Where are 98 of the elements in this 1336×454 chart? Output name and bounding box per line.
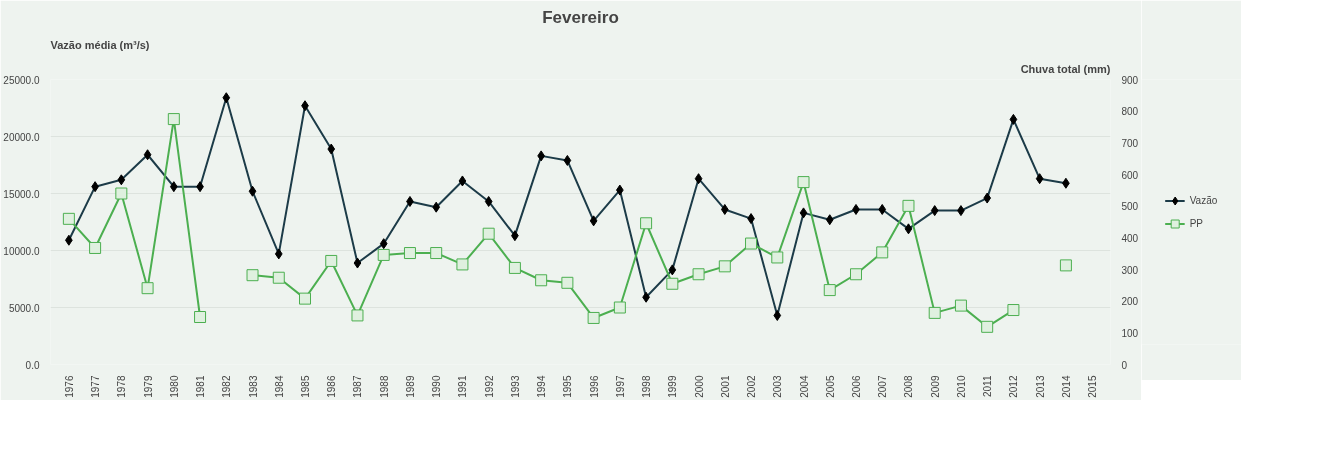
- point: [62, 212, 75, 225]
- point: [876, 246, 889, 259]
- point: [902, 199, 915, 212]
- point: [167, 113, 180, 126]
- x-tick-label: 2001: [719, 375, 731, 398]
- x-tick-label: 2009: [929, 375, 941, 398]
- x-tick-label: 1993: [509, 375, 521, 398]
- point: [561, 276, 574, 289]
- x-tick-label: 2002: [746, 375, 758, 398]
- point: [299, 292, 311, 305]
- point: [1007, 304, 1020, 317]
- legend-label: PP: [1189, 217, 1205, 229]
- point: [430, 247, 443, 260]
- legend-label: Vazão: [1189, 194, 1218, 206]
- point: [587, 311, 600, 324]
- x-tick-label: 2013: [1034, 375, 1046, 398]
- x-tick-label: 1983: [247, 375, 259, 398]
- point: [613, 301, 626, 314]
- x-tick-label: 1992: [483, 375, 495, 398]
- point: [508, 261, 521, 274]
- point: [850, 268, 862, 281]
- point: [823, 284, 836, 297]
- y2-tick-label: 500: [1121, 201, 1139, 213]
- y2-tick-label: 800: [1121, 106, 1139, 118]
- x-tick-label: 2004: [798, 375, 810, 398]
- x-tick-label: 1984: [273, 375, 285, 398]
- y2-tick-label: 600: [1121, 169, 1139, 181]
- x-tick-label: 2011: [982, 375, 994, 397]
- point: [981, 320, 994, 333]
- y2-tick-label: 100: [1121, 327, 1139, 339]
- x-tick-label: 1999: [667, 375, 679, 398]
- x-tick-label: 1996: [588, 375, 600, 398]
- y2-tick-label: 200: [1121, 296, 1139, 308]
- point: [1059, 259, 1072, 272]
- point: [745, 237, 758, 250]
- point: [797, 176, 810, 189]
- x-tick-label: 2010: [955, 375, 967, 398]
- point: [141, 282, 154, 295]
- point: [403, 247, 416, 260]
- chart-title: Fevereiro: [542, 7, 619, 27]
- point: [535, 274, 548, 287]
- point: [115, 187, 128, 200]
- point: [456, 258, 469, 271]
- x-tick-label: 1991: [457, 375, 469, 398]
- x-tick-label: 2000: [693, 375, 705, 398]
- point: [89, 241, 102, 254]
- x-tick-label: 1976: [63, 375, 75, 398]
- point: [771, 251, 784, 264]
- y2-tick-label: 900: [1121, 74, 1139, 86]
- x-tick-label: 2006: [851, 375, 862, 398]
- x-tick-label: 1998: [641, 375, 653, 398]
- point: [377, 248, 390, 261]
- y2-tick-label: 400: [1121, 232, 1139, 244]
- point: [640, 217, 653, 230]
- y-tick-label: 0.0: [25, 359, 40, 371]
- y2-axis-title: Chuva total (mm): [1020, 62, 1111, 75]
- x-tick-label: 2008: [903, 375, 915, 398]
- x-tick-label: 2005: [824, 375, 836, 398]
- x-tick-label: 1988: [378, 375, 390, 398]
- x-tick-label: 1994: [536, 375, 548, 398]
- x-tick-label: 2015: [1087, 375, 1099, 398]
- x-tick-label: 2007: [877, 375, 889, 398]
- point: [246, 269, 259, 282]
- y2-tick-label: 0: [1121, 359, 1128, 371]
- x-tick-label: 2014: [1060, 375, 1072, 398]
- x-tick-label: 1986: [326, 375, 338, 398]
- point: [718, 260, 731, 273]
- x-tick-label: 1989: [404, 375, 416, 398]
- x-tick-label: 1987: [352, 375, 364, 398]
- x-tick-label: 2003: [772, 375, 784, 398]
- point: [194, 311, 207, 323]
- x-tick-label: 1982: [221, 375, 233, 398]
- x-tick-label: 1990: [431, 375, 443, 398]
- x-tick-label: 1978: [116, 375, 128, 398]
- point: [272, 271, 285, 284]
- x-tick-label: 1997: [614, 375, 626, 398]
- point: [692, 268, 705, 281]
- x-tick-label: 1985: [300, 375, 312, 398]
- y-tick-label: 15000.0: [3, 188, 40, 200]
- point: [482, 227, 495, 240]
- y-axis-title: Vazão média (m³/s): [50, 38, 150, 51]
- y2-tick-label: 700: [1121, 137, 1139, 149]
- point: [325, 254, 338, 267]
- y-tick-label: 20000.0: [3, 131, 40, 143]
- point: [954, 299, 967, 312]
- x-tick-label: 1979: [142, 375, 154, 398]
- y-tick-label: 25000.0: [3, 74, 40, 86]
- x-tick-label: 2012: [1008, 375, 1020, 398]
- point: [351, 309, 364, 322]
- x-tick-label: 1981: [195, 375, 207, 398]
- x-tick-label: 1977: [90, 375, 102, 398]
- x-tick-label: 1995: [562, 375, 574, 398]
- y2-tick-label: 300: [1121, 264, 1139, 276]
- point: [666, 277, 679, 290]
- y-tick-label: 10000.0: [3, 245, 40, 257]
- y-tick-label: 5000.0: [8, 302, 40, 314]
- x-tick-label: 1980: [168, 375, 180, 398]
- point: [928, 306, 941, 319]
